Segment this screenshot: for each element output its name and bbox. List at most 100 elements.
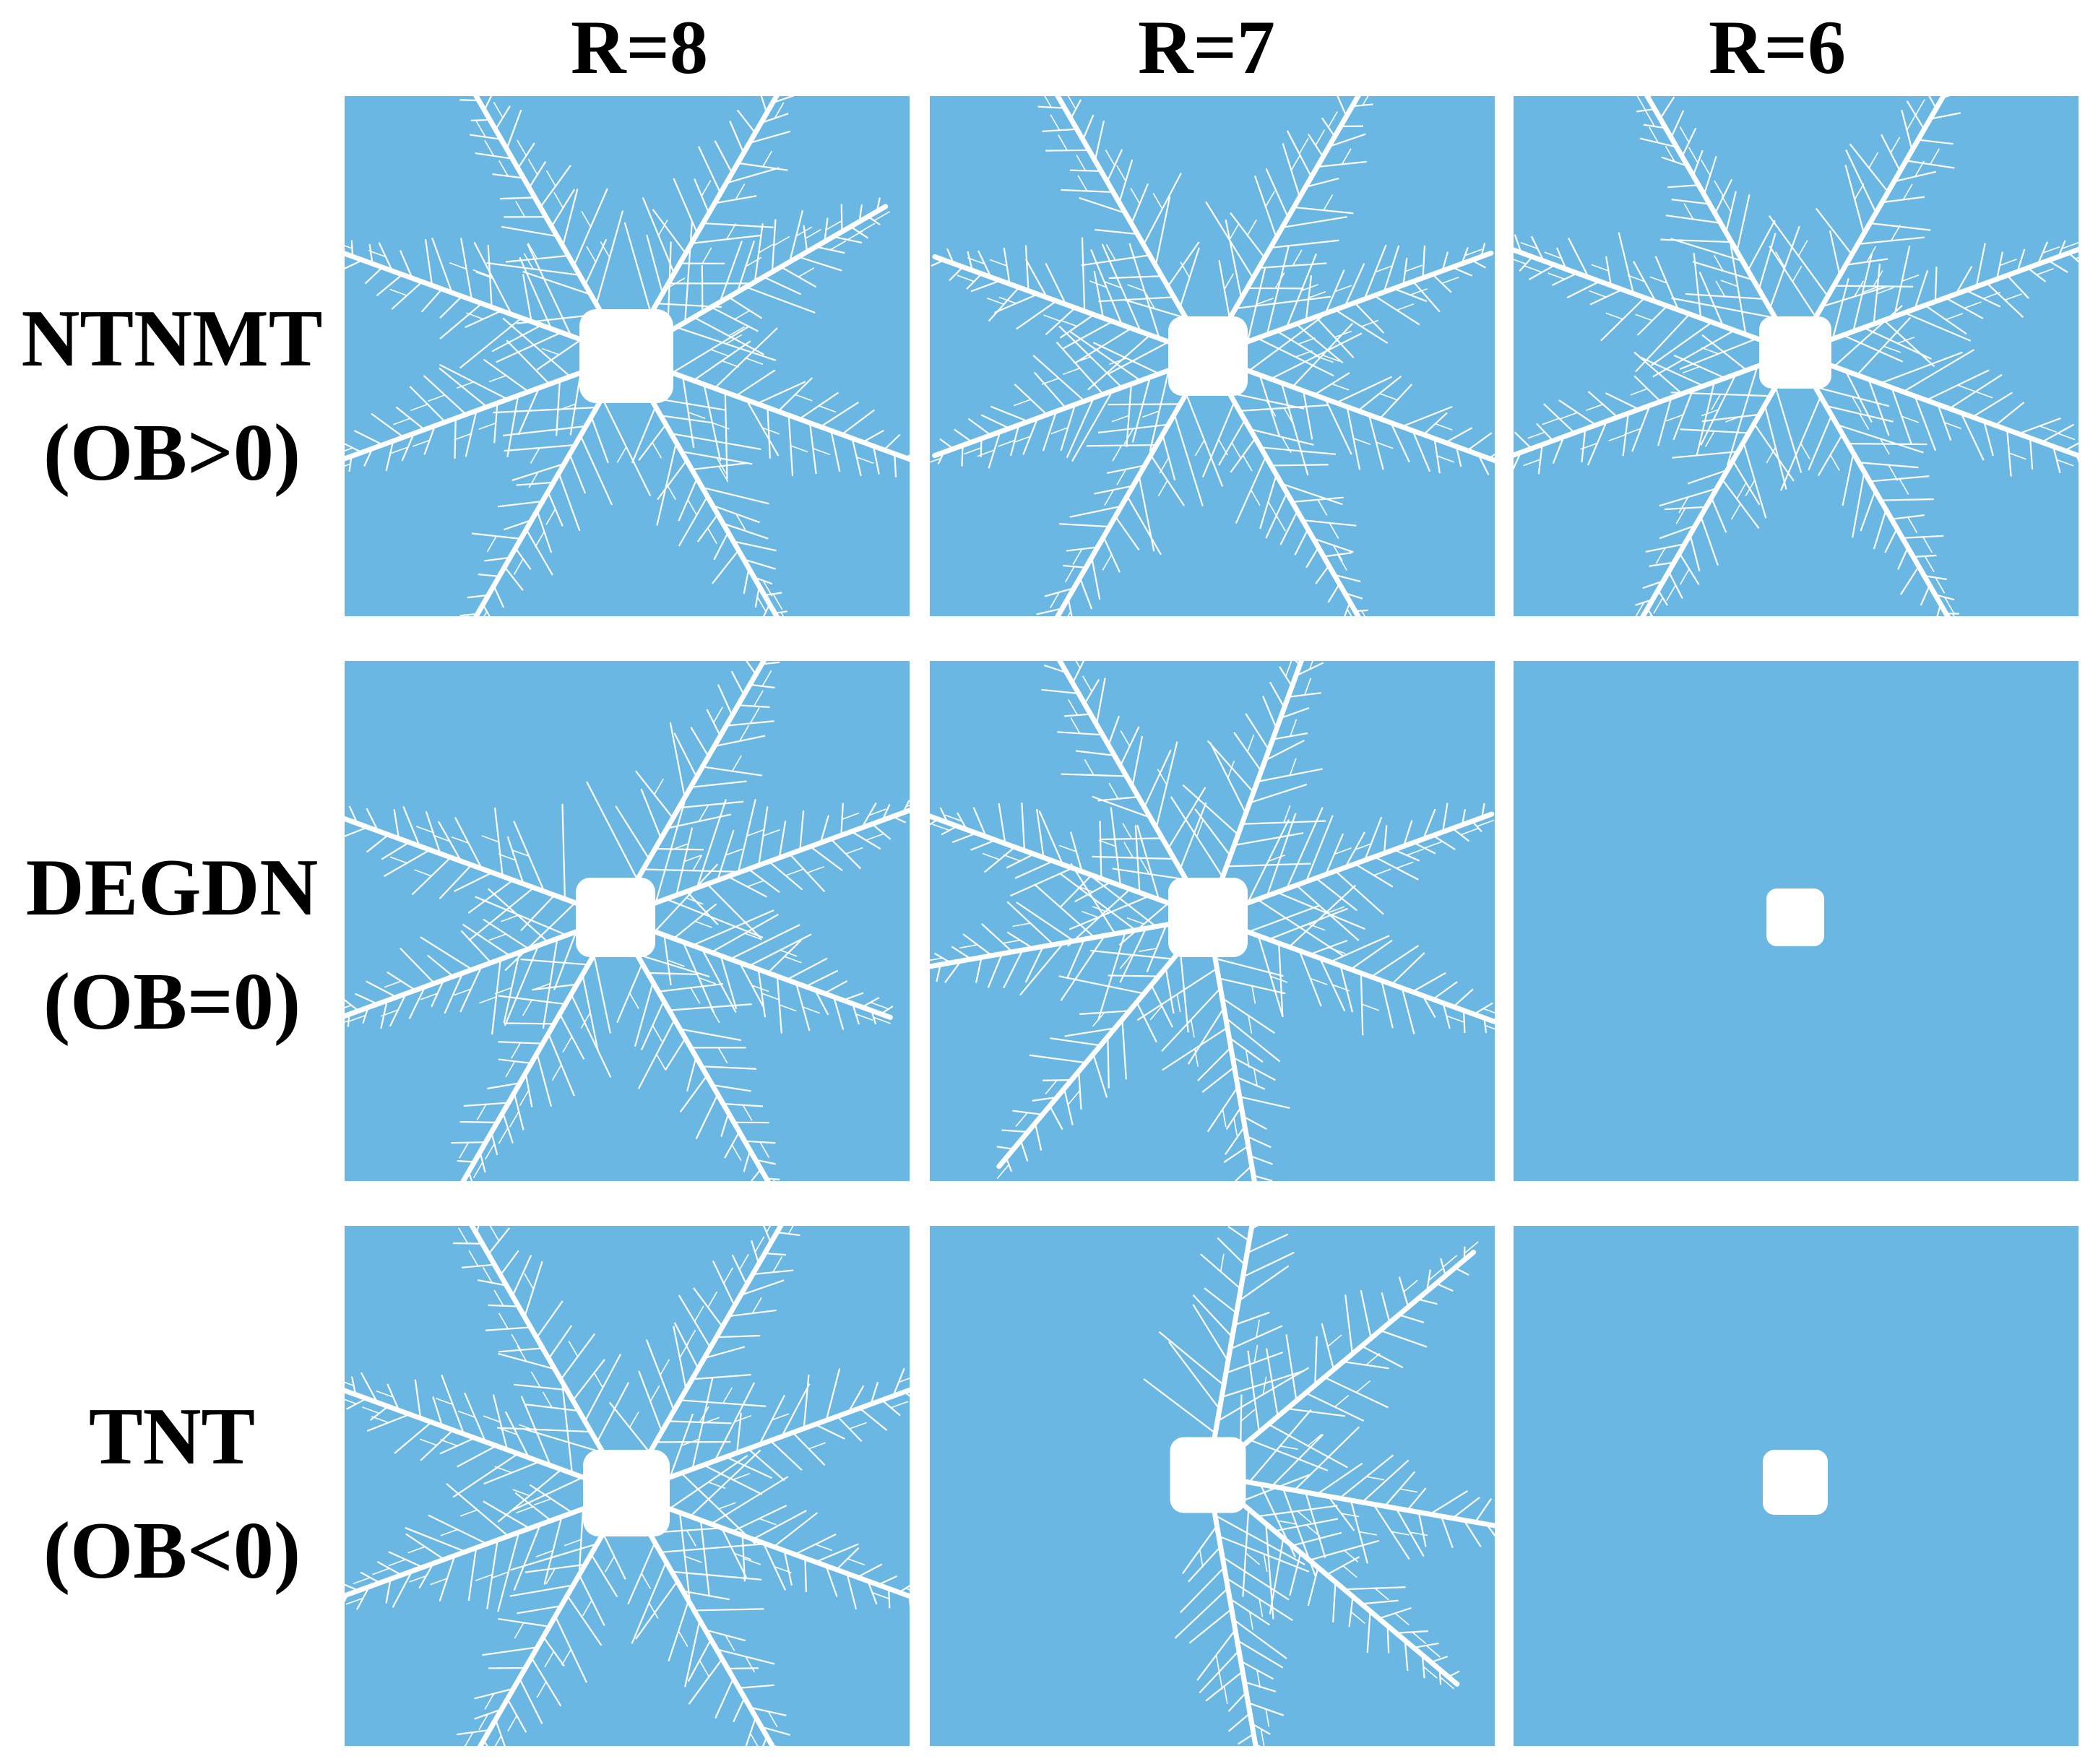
dendrite-twig (1050, 592, 1060, 608)
dendrite-branch (1370, 945, 1419, 978)
dendrite-branch (465, 410, 478, 457)
dendrite-twig (1253, 1068, 1258, 1087)
dendrite-twig (488, 933, 506, 941)
dendrite-twig (513, 558, 524, 575)
dendrite-branch (1463, 1519, 1482, 1547)
dendrite-branch (348, 456, 353, 472)
dendrite-branch (1069, 169, 1102, 172)
dendrite-twig (1270, 975, 1288, 983)
dendrite-twig (472, 1162, 483, 1179)
dendrite-twig (1285, 661, 1292, 677)
dendrite-twig (419, 1438, 437, 1446)
dendrite-twig (389, 288, 407, 296)
dendrite-branch (345, 826, 368, 837)
dendrite-twig (1265, 1708, 1270, 1727)
dendrite-twig (481, 835, 499, 843)
dendrite-twig (1436, 455, 1455, 463)
dendrite-branch (764, 592, 782, 597)
dendrite-twig (1374, 1588, 1389, 1601)
dendrite-branch (712, 550, 740, 584)
dendrite-branch (1222, 997, 1275, 1034)
dendrite-branch (1344, 602, 1351, 616)
dendrite-twig (686, 1530, 696, 1547)
dendrite-branch (1305, 177, 1339, 189)
dendrite-branch (1332, 1582, 1337, 1622)
dendrite-branch (1383, 245, 1400, 293)
dendrite-twig (1122, 823, 1133, 839)
dendrite-twig (707, 527, 717, 545)
dendrite-branch (1099, 821, 1102, 879)
dendrite-twig (653, 778, 664, 795)
dendrite-branch (730, 670, 745, 696)
dendrite-branch (1235, 1076, 1266, 1090)
central-core (576, 878, 655, 957)
dendrite-twig (1298, 137, 1309, 155)
dendrite-branch (1294, 529, 1309, 555)
dendrite-branch (1288, 884, 1357, 948)
dendrite-branch (1753, 423, 1795, 482)
dendrite-twig (743, 1557, 761, 1565)
dendrite-twig (1224, 273, 1234, 290)
dendrite-twig (1108, 782, 1119, 800)
dendrite-branch (1758, 233, 1777, 290)
dendrite-branch (1703, 156, 1717, 195)
dendrite-branch (1253, 1175, 1273, 1181)
dendrite-twig (1141, 410, 1160, 418)
dendrite-twig (345, 463, 351, 467)
dendrite-branch (499, 1250, 519, 1276)
dendrite-twig (1975, 391, 1993, 399)
dendrite-trunk (345, 251, 594, 346)
dendrite-twig (454, 433, 472, 441)
dendrite-branch (1710, 497, 1727, 533)
dendrite-branch (1701, 334, 1748, 371)
dendrite-twig (1679, 126, 1690, 143)
dendrite-twig (440, 1439, 458, 1447)
dendrite-branch (1373, 295, 1420, 326)
dendrite-branch (652, 209, 687, 254)
dendrite-twig (1627, 274, 1645, 282)
dendrite-branch (542, 938, 558, 1029)
dendrite-branch (737, 799, 756, 873)
dendrite-branch (467, 594, 489, 599)
dendrite-branch (1248, 1702, 1285, 1716)
dendrite-branch (1441, 251, 1449, 272)
dendrite-branch (1229, 1598, 1270, 1626)
dendrite-branch (1034, 883, 1095, 938)
dendrite-twig (1002, 939, 1021, 944)
dendrite-branch (1246, 1135, 1272, 1149)
dendrite-branch (423, 375, 467, 415)
dendrite-branch (498, 1347, 543, 1353)
dendrite-twig (522, 999, 532, 1016)
dendrite-twig (512, 1489, 530, 1497)
dendrite-branch (833, 996, 845, 1030)
dendrite-twig (1105, 150, 1115, 166)
dendrite-twig (1901, 274, 1920, 282)
dendrite-branch (762, 603, 771, 616)
dendrite-twig (1736, 482, 1747, 499)
dendrite-branch (840, 803, 844, 836)
dendrite-twig (1714, 180, 1724, 197)
dendrite-branch (1948, 373, 2003, 410)
dendrite-branch (1329, 133, 1366, 148)
dendrite-branch (767, 407, 772, 459)
dendrite-twig (1355, 1380, 1371, 1393)
dendrite-twig (1215, 1655, 1220, 1673)
dendrite-twig (1123, 842, 1134, 858)
dendrite-twig (759, 1141, 770, 1159)
dendrite-twig (483, 611, 488, 616)
dendrite-branch (647, 972, 696, 975)
dendrite-branch (420, 288, 443, 313)
dendrite-branch (1445, 427, 1473, 444)
dendrite-twig (456, 381, 474, 389)
dendrite-branch (1906, 100, 1925, 130)
dendrite-branch (735, 369, 776, 397)
dendrite-branch (1471, 259, 1486, 269)
dendrite-twig (527, 243, 538, 259)
dendrite-branch (1386, 1625, 1390, 1653)
dendrite-twig (930, 457, 941, 463)
row-header-ntnmt: NTNMT (OB>0) (0, 282, 344, 510)
dendrite-branch (1430, 1656, 1449, 1664)
dendrite-twig (1635, 314, 1653, 321)
dendrite-twig (1883, 345, 1901, 353)
dendrite-branch (1955, 266, 1973, 295)
